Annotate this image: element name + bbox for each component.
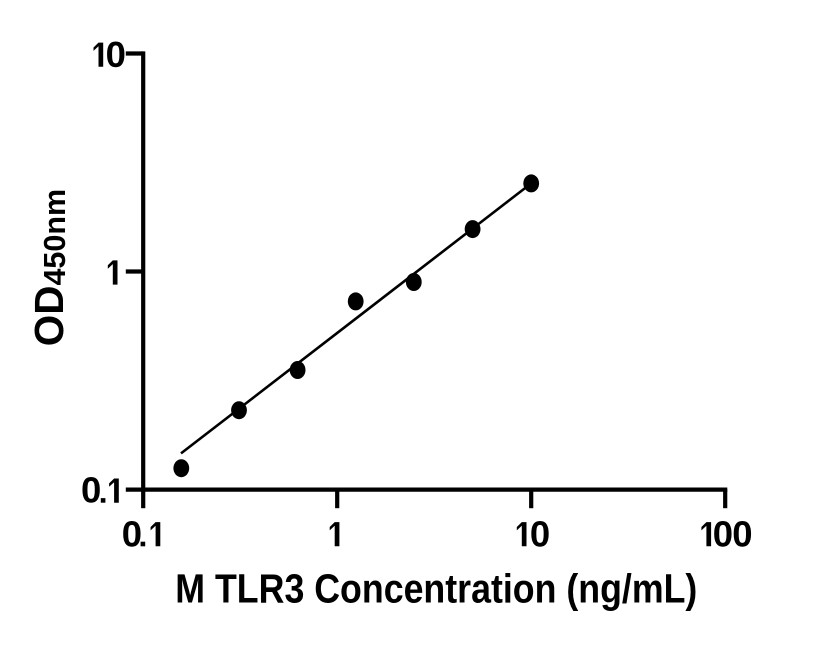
svg-text:0: 0 bbox=[81, 470, 101, 511]
svg-text:0: 0 bbox=[122, 513, 142, 554]
svg-text:0: 0 bbox=[713, 513, 733, 554]
svg-text:0: 0 bbox=[530, 513, 550, 554]
svg-text:M TLR3 Concentration (ng/mL): M TLR3 Concentration (ng/mL) bbox=[175, 566, 697, 612]
svg-text:0: 0 bbox=[106, 34, 126, 75]
svg-text:0: 0 bbox=[732, 513, 752, 554]
